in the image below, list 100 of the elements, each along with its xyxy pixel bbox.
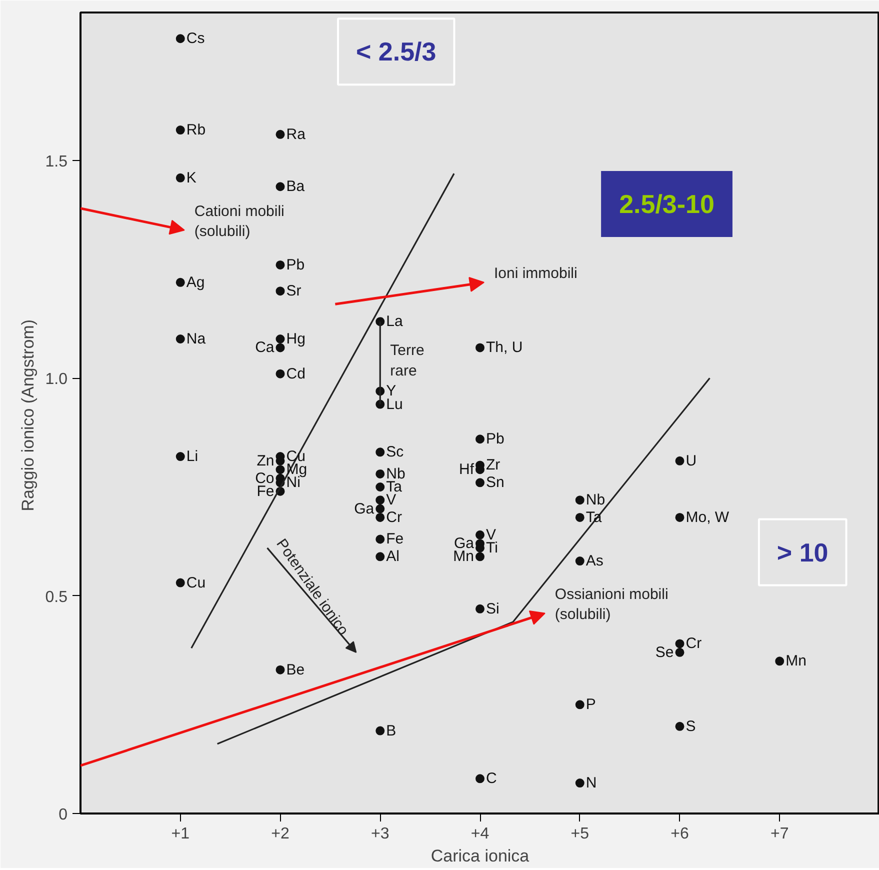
point <box>675 639 684 648</box>
point <box>376 496 385 505</box>
x-tick-label: +2 <box>271 826 290 842</box>
annotation: Cationi mobili (solubili) <box>194 202 284 240</box>
series-label: Se <box>655 644 674 661</box>
series-label: Zr <box>486 456 500 474</box>
x-tick-label: +4 <box>470 826 490 842</box>
point <box>176 173 185 182</box>
series-label: C <box>486 770 497 788</box>
point <box>376 512 385 522</box>
point <box>276 260 285 270</box>
series-label: K <box>186 169 196 186</box>
point <box>476 343 484 352</box>
point <box>476 434 484 444</box>
series-label: S <box>686 718 696 735</box>
series-label: Ni <box>286 474 300 492</box>
series-label: B <box>386 722 396 740</box>
point <box>376 504 385 514</box>
series-label: Pb <box>286 256 305 274</box>
point <box>675 456 684 466</box>
series-label: Fe <box>386 530 404 548</box>
series-label: La <box>386 313 404 330</box>
y-tick-label: 1.0 <box>45 371 68 388</box>
series-label: Na <box>186 330 206 348</box>
series-label: Th, U <box>486 339 523 356</box>
point <box>476 774 484 784</box>
series-label: Hg <box>286 330 306 348</box>
series-label: Nb <box>586 492 606 509</box>
series-label: Rb <box>186 122 206 139</box>
y-tick-label: 0.5 <box>45 588 68 606</box>
point <box>276 286 285 296</box>
series-label: Sr <box>286 282 302 300</box>
point <box>575 778 584 788</box>
series-label: Pb <box>486 430 504 448</box>
point <box>575 556 584 566</box>
series-label: N <box>586 774 597 792</box>
point <box>276 369 285 378</box>
y-axis-title: Raggio ionico (Angstrom) <box>18 319 38 512</box>
point <box>176 278 185 287</box>
point <box>476 530 484 540</box>
series-label: Li <box>186 448 198 466</box>
point <box>775 656 784 666</box>
point <box>476 552 484 562</box>
point <box>376 534 385 544</box>
annotation: Terre rare <box>390 342 424 380</box>
point <box>176 334 185 344</box>
annotation: > 10 <box>776 537 828 568</box>
series-label: Nb <box>386 465 406 482</box>
annotation: Ioni immobili <box>494 265 578 282</box>
series-label: Cu <box>186 574 206 592</box>
series-label: Mo, W <box>686 508 730 526</box>
x-tick-label: +7 <box>770 826 789 842</box>
point <box>376 726 385 736</box>
series-label: Cr <box>686 635 702 652</box>
series-label: V <box>386 492 396 509</box>
series-label: Ag <box>186 274 205 291</box>
point <box>276 343 285 352</box>
series-label: Ra <box>286 126 306 143</box>
point <box>176 578 185 588</box>
point <box>276 334 285 344</box>
point <box>276 130 285 139</box>
series-label: Mn <box>453 548 474 566</box>
point <box>675 512 684 522</box>
point <box>176 452 185 462</box>
series-label: Ga <box>354 500 375 518</box>
point <box>575 512 584 522</box>
annotation: Ossianioni mobili (solubili) <box>554 586 668 624</box>
point <box>376 552 385 562</box>
series-label: Zn <box>256 452 274 470</box>
series-label: Si <box>486 600 500 618</box>
point <box>276 665 285 674</box>
annotation: < 2.5/3 <box>356 36 436 67</box>
x-tick-label: +6 <box>670 826 689 842</box>
series-label: Cr <box>386 508 402 526</box>
point <box>376 448 385 457</box>
point <box>675 648 684 657</box>
point <box>376 482 385 492</box>
point <box>476 604 484 614</box>
y-tick-label: 0 <box>58 806 68 824</box>
series-label: Ca <box>255 339 275 356</box>
x-axis-title: Carica ionica <box>430 846 530 866</box>
point <box>276 465 285 474</box>
series-label: Hf <box>459 461 475 478</box>
x-tick-label: +1 <box>171 826 190 842</box>
series-label: Ba <box>286 178 306 196</box>
x-tick-label: +3 <box>371 826 390 842</box>
x-tick-label: +5 <box>570 826 590 842</box>
point <box>176 34 185 44</box>
series-label: P <box>586 696 596 714</box>
annotation: 2.5/3-10 <box>619 189 714 220</box>
series-label: Mn <box>786 652 806 670</box>
point <box>675 722 684 731</box>
series-label: Cs <box>186 30 205 48</box>
series-label: Be <box>286 661 305 678</box>
point <box>575 700 584 710</box>
point <box>276 182 285 192</box>
series-label: Cd <box>286 365 306 382</box>
series-label: As <box>586 552 604 570</box>
series-label: Al <box>386 548 400 566</box>
y-tick-label: 1.5 <box>45 154 68 171</box>
